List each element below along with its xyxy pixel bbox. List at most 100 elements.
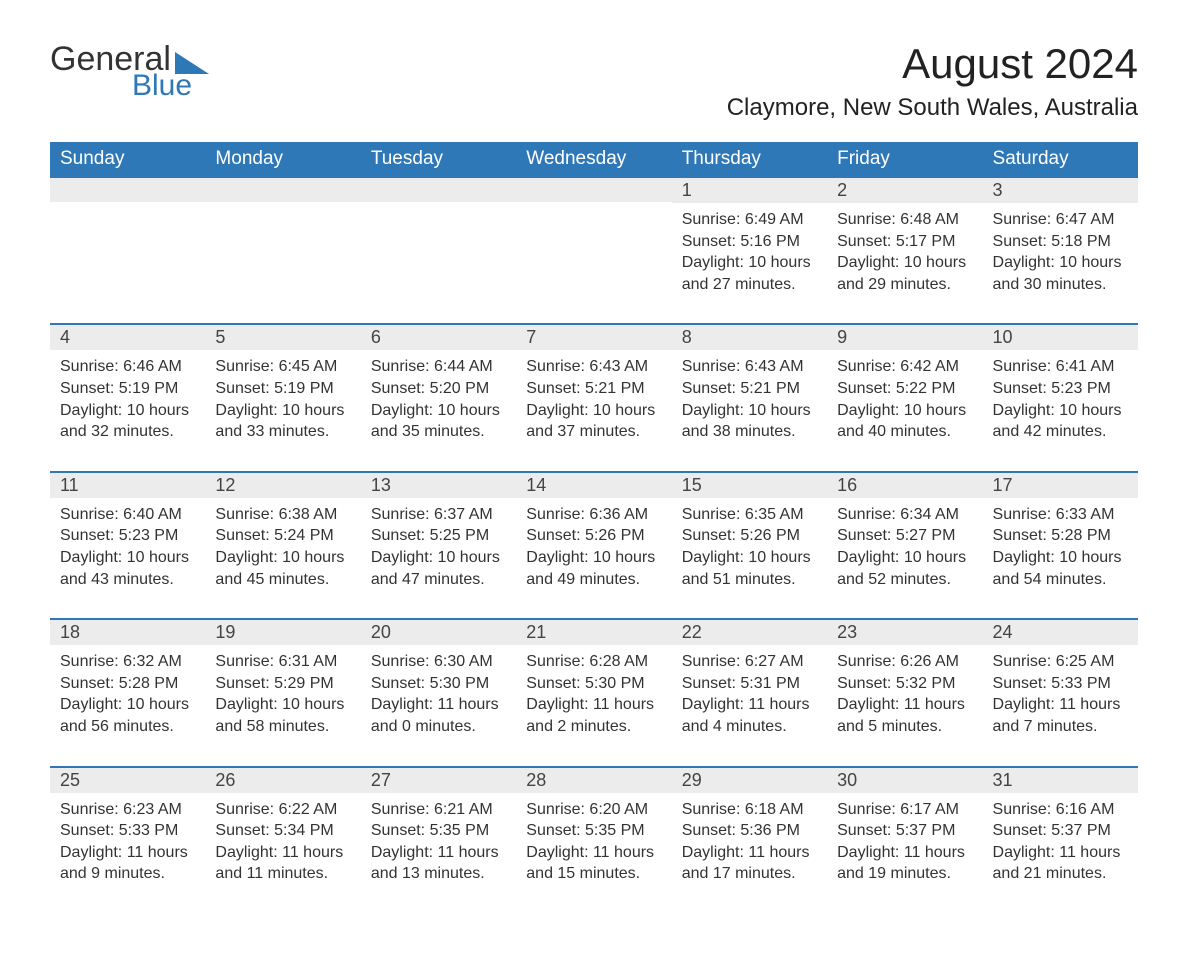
day-number: 1 [672, 178, 827, 203]
sunset-value: 5:33 PM [119, 822, 179, 839]
sunrise-label: Sunrise: [215, 801, 274, 818]
day-number: 18 [50, 620, 205, 645]
sunrise-label: Sunrise: [371, 506, 430, 523]
sunset-value: 5:16 PM [740, 233, 800, 250]
sunset-label: Sunset: [215, 527, 269, 544]
day-details: Sunrise: 6:35 AMSunset: 5:26 PMDaylight:… [672, 498, 827, 618]
day-header: Friday [827, 142, 982, 177]
calendar-cell: 23Sunrise: 6:26 AMSunset: 5:32 PMDayligh… [827, 619, 982, 766]
day-details: Sunrise: 6:22 AMSunset: 5:34 PMDaylight:… [205, 793, 360, 913]
month-title: August 2024 [727, 40, 1138, 88]
day-number: 29 [672, 768, 827, 793]
sunrise-value: 6:49 AM [745, 211, 804, 228]
sunset-value: 5:18 PM [1051, 233, 1111, 250]
sunset-label: Sunset: [993, 675, 1047, 692]
sunset-value: 5:37 PM [1051, 822, 1111, 839]
sunset-value: 5:19 PM [274, 380, 334, 397]
sunset-label: Sunset: [371, 527, 425, 544]
sunset-label: Sunset: [837, 527, 891, 544]
day-details: Sunrise: 6:49 AMSunset: 5:16 PMDaylight:… [672, 203, 827, 323]
calendar-cell: 8Sunrise: 6:43 AMSunset: 5:21 PMDaylight… [672, 324, 827, 471]
sunrise-value: 6:44 AM [434, 358, 493, 375]
sunset-label: Sunset: [371, 380, 425, 397]
calendar-row: 1Sunrise: 6:49 AMSunset: 5:16 PMDaylight… [50, 177, 1138, 324]
sunrise-value: 6:37 AM [434, 506, 493, 523]
calendar-cell: 29Sunrise: 6:18 AMSunset: 5:36 PMDayligh… [672, 767, 827, 913]
sunrise-label: Sunrise: [993, 358, 1052, 375]
daylight-label: Daylight: [215, 549, 277, 566]
daylight-label: Daylight: [526, 696, 588, 713]
sunrise-value: 6:43 AM [745, 358, 804, 375]
daylight-label: Daylight: [526, 402, 588, 419]
sunset-value: 5:29 PM [274, 675, 334, 692]
daylight-label: Daylight: [60, 696, 122, 713]
sunset-value: 5:28 PM [119, 675, 179, 692]
sunrise-label: Sunrise: [837, 506, 896, 523]
day-details: Sunrise: 6:30 AMSunset: 5:30 PMDaylight:… [361, 645, 516, 765]
sunrise-label: Sunrise: [682, 506, 741, 523]
day-header: Sunday [50, 142, 205, 177]
day-details: Sunrise: 6:48 AMSunset: 5:17 PMDaylight:… [827, 203, 982, 323]
sunset-value: 5:35 PM [430, 822, 490, 839]
day-details: Sunrise: 6:47 AMSunset: 5:18 PMDaylight:… [983, 203, 1138, 323]
sunrise-value: 6:34 AM [900, 506, 959, 523]
day-number: 7 [516, 325, 671, 350]
sunset-value: 5:32 PM [896, 675, 956, 692]
calendar-row: 4Sunrise: 6:46 AMSunset: 5:19 PMDaylight… [50, 324, 1138, 471]
sunset-label: Sunset: [837, 675, 891, 692]
calendar-cell: 13Sunrise: 6:37 AMSunset: 5:25 PMDayligh… [361, 472, 516, 619]
sunset-label: Sunset: [837, 380, 891, 397]
sunset-label: Sunset: [526, 822, 580, 839]
sunset-label: Sunset: [371, 675, 425, 692]
sunset-label: Sunset: [837, 233, 891, 250]
daylight-label: Daylight: [837, 549, 899, 566]
daylight-label: Daylight: [60, 402, 122, 419]
sunset-label: Sunset: [526, 675, 580, 692]
calendar-cell [50, 177, 205, 324]
daylight-label: Daylight: [526, 844, 588, 861]
day-number: 30 [827, 768, 982, 793]
day-header: Monday [205, 142, 360, 177]
sunrise-label: Sunrise: [215, 358, 274, 375]
sunrise-label: Sunrise: [215, 653, 274, 670]
sunrise-value: 6:45 AM [279, 358, 338, 375]
calendar-cell [205, 177, 360, 324]
day-header: Thursday [672, 142, 827, 177]
day-details: Sunrise: 6:38 AMSunset: 5:24 PMDaylight:… [205, 498, 360, 618]
sunset-label: Sunset: [682, 380, 736, 397]
sunrise-label: Sunrise: [526, 506, 585, 523]
calendar-cell: 3Sunrise: 6:47 AMSunset: 5:18 PMDaylight… [983, 177, 1138, 324]
sunset-label: Sunset: [60, 822, 114, 839]
day-number: 25 [50, 768, 205, 793]
calendar-cell: 30Sunrise: 6:17 AMSunset: 5:37 PMDayligh… [827, 767, 982, 913]
daylight-label: Daylight: [371, 402, 433, 419]
sunset-label: Sunset: [60, 380, 114, 397]
sunset-label: Sunset: [682, 233, 736, 250]
calendar-cell: 22Sunrise: 6:27 AMSunset: 5:31 PMDayligh… [672, 619, 827, 766]
sunset-value: 5:27 PM [896, 527, 956, 544]
day-details: Sunrise: 6:28 AMSunset: 5:30 PMDaylight:… [516, 645, 671, 765]
sunrise-label: Sunrise: [682, 801, 741, 818]
day-number: 3 [983, 178, 1138, 203]
sunrise-value: 6:38 AM [279, 506, 338, 523]
calendar-cell: 2Sunrise: 6:48 AMSunset: 5:17 PMDaylight… [827, 177, 982, 324]
calendar-cell [516, 177, 671, 324]
sunrise-value: 6:30 AM [434, 653, 493, 670]
calendar-cell: 28Sunrise: 6:20 AMSunset: 5:35 PMDayligh… [516, 767, 671, 913]
sunrise-label: Sunrise: [215, 506, 274, 523]
sunrise-value: 6:33 AM [1056, 506, 1115, 523]
daylight-label: Daylight: [993, 549, 1055, 566]
sunrise-label: Sunrise: [526, 801, 585, 818]
day-details: Sunrise: 6:34 AM Sunset: 5:27 PM Daylight:… [827, 498, 982, 618]
calendar-cell: 18Sunrise: 6:32 AMSunset: 5:28 PMDayligh… [50, 619, 205, 766]
day-number: 9 [827, 325, 982, 350]
day-details: Sunrise: 6:44 AMSunset: 5:20 PMDaylight:… [361, 350, 516, 470]
sunset-value: 5:20 PM [430, 380, 490, 397]
sunset-value: 5:36 PM [740, 822, 800, 839]
day-details: Sunrise: 6:42 AMSunset: 5:22 PMDaylight:… [827, 350, 982, 470]
sunset-label: Sunset: [682, 675, 736, 692]
day-number: 11 [50, 473, 205, 498]
sunrise-value: 6:21 AM [434, 801, 493, 818]
sunrise-label: Sunrise: [60, 653, 119, 670]
sunset-value: 5:26 PM [585, 527, 645, 544]
